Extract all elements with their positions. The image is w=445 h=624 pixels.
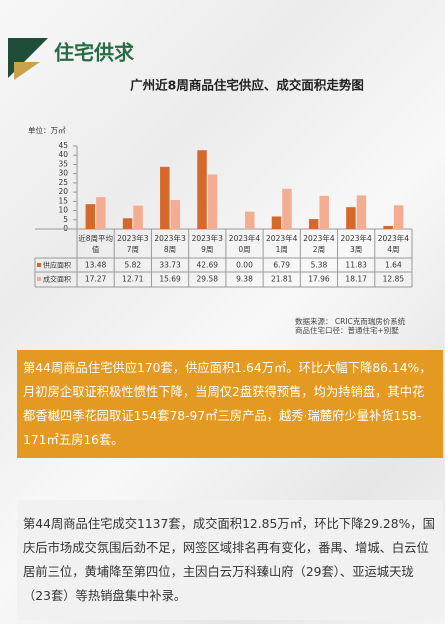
- x-tick-label: 2023年43周: [340, 233, 372, 254]
- bar: [96, 197, 106, 229]
- table-value: 21.81: [271, 275, 293, 284]
- x-tick-label: 2023年39周: [191, 233, 223, 254]
- table-value: 33.73: [159, 261, 181, 270]
- y-tick-label: 45: [58, 141, 68, 150]
- table-value: 15.69: [159, 275, 181, 284]
- y-tick-label: 10: [58, 206, 68, 215]
- x-tick-label-box: 2023年38周: [154, 233, 186, 254]
- x-tick-label-box: 2023年44周: [377, 233, 410, 254]
- bar: [356, 195, 367, 229]
- table-value: 9.38: [236, 275, 253, 284]
- y-tick-label: 25: [58, 178, 68, 187]
- x-tick-label-box: 2023年43周: [340, 233, 372, 254]
- section-title: 住宅供求: [54, 41, 135, 65]
- table-value: 13.48: [85, 261, 107, 270]
- source-note: 商品住宅口径：普通住宅+别墅: [295, 325, 399, 335]
- table-value: 18.17: [345, 275, 367, 284]
- bar: [346, 207, 356, 229]
- bar: [308, 219, 319, 229]
- y-tick-label: 40: [58, 150, 68, 159]
- x-tick-label-box: 2023年40周: [228, 233, 261, 254]
- y-tick-label: 35: [58, 159, 68, 168]
- bar: [122, 218, 133, 229]
- x-tick-label-box: 2023年42周: [303, 233, 335, 254]
- x-tick-label-box: 2023年37周: [117, 233, 149, 254]
- x-tick-label: 2023年40周: [228, 233, 261, 254]
- legend-label: 成交面积: [43, 275, 71, 284]
- table-value: 12.85: [383, 275, 405, 284]
- y-tick-label: 15: [58, 196, 68, 205]
- table-value: 0.00: [236, 261, 253, 270]
- x-tick-label: 2023年44周: [377, 233, 410, 254]
- supply-paragraph: 第44周商品住宅供应170套，供应面积1.64万㎡。环比大幅下降86.14%，月…: [17, 350, 443, 458]
- x-tick-label-box: 2023年39周: [191, 233, 223, 254]
- bar: [85, 204, 96, 229]
- table-value: 11.83: [345, 261, 367, 270]
- bar: [383, 225, 393, 229]
- bar: [197, 150, 207, 229]
- bar: [245, 211, 255, 229]
- x-tick-label: 2023年42周: [303, 233, 335, 254]
- bar: [393, 205, 404, 229]
- table-value: 5.38: [311, 261, 328, 270]
- table-value: 1.64: [385, 261, 402, 270]
- x-tick-label-box: 2023年41周: [266, 233, 298, 254]
- table-value: 12.71: [122, 275, 144, 284]
- table-value: 29.58: [197, 275, 219, 284]
- legend-swatch: [37, 277, 41, 281]
- header-icon-accent: [14, 62, 40, 80]
- x-tick-label: 2023年38周: [154, 233, 186, 254]
- bar: [319, 195, 329, 229]
- bar: [207, 174, 218, 229]
- table-value: 17.96: [308, 275, 330, 284]
- bar: [160, 166, 170, 229]
- table-value: 42.69: [197, 261, 219, 270]
- legend-label: 供应面积: [43, 261, 71, 270]
- deal-paragraph: 第44周商品住宅成交1137套，成交面积12.85万㎡，环比下降29.28%，国…: [17, 500, 443, 620]
- x-tick-label: 近8周平均值: [78, 233, 113, 254]
- table-value: 17.27: [85, 275, 107, 284]
- x-tick-label: 2023年41周: [266, 233, 298, 254]
- y-tick-label: 20: [58, 187, 68, 196]
- legend-swatch: [37, 263, 41, 267]
- bar: [170, 200, 181, 229]
- source-note: 数据来源： CRIC克而瑞房价系统: [295, 316, 406, 326]
- table-value: 6.79: [273, 261, 290, 270]
- x-tick-label: 2023年37周: [117, 233, 149, 254]
- y-tick-label: 30: [58, 169, 68, 178]
- table-value: 5.82: [124, 261, 141, 270]
- y-tick-label: 5: [63, 215, 68, 224]
- chart-title: 广州近8周商品住宅供应、成交面积走势图: [130, 78, 364, 93]
- bar: [282, 188, 292, 229]
- chart: 住宅供求 广州近8周商品住宅供应、成交面积走势图 单位：万㎡ 数据来源： CRI…: [8, 38, 413, 335]
- unit-label: 单位：万㎡: [28, 125, 66, 135]
- x-tick-label-box: 近8周平均值: [78, 233, 113, 254]
- bar: [271, 216, 282, 229]
- bar: [133, 205, 143, 229]
